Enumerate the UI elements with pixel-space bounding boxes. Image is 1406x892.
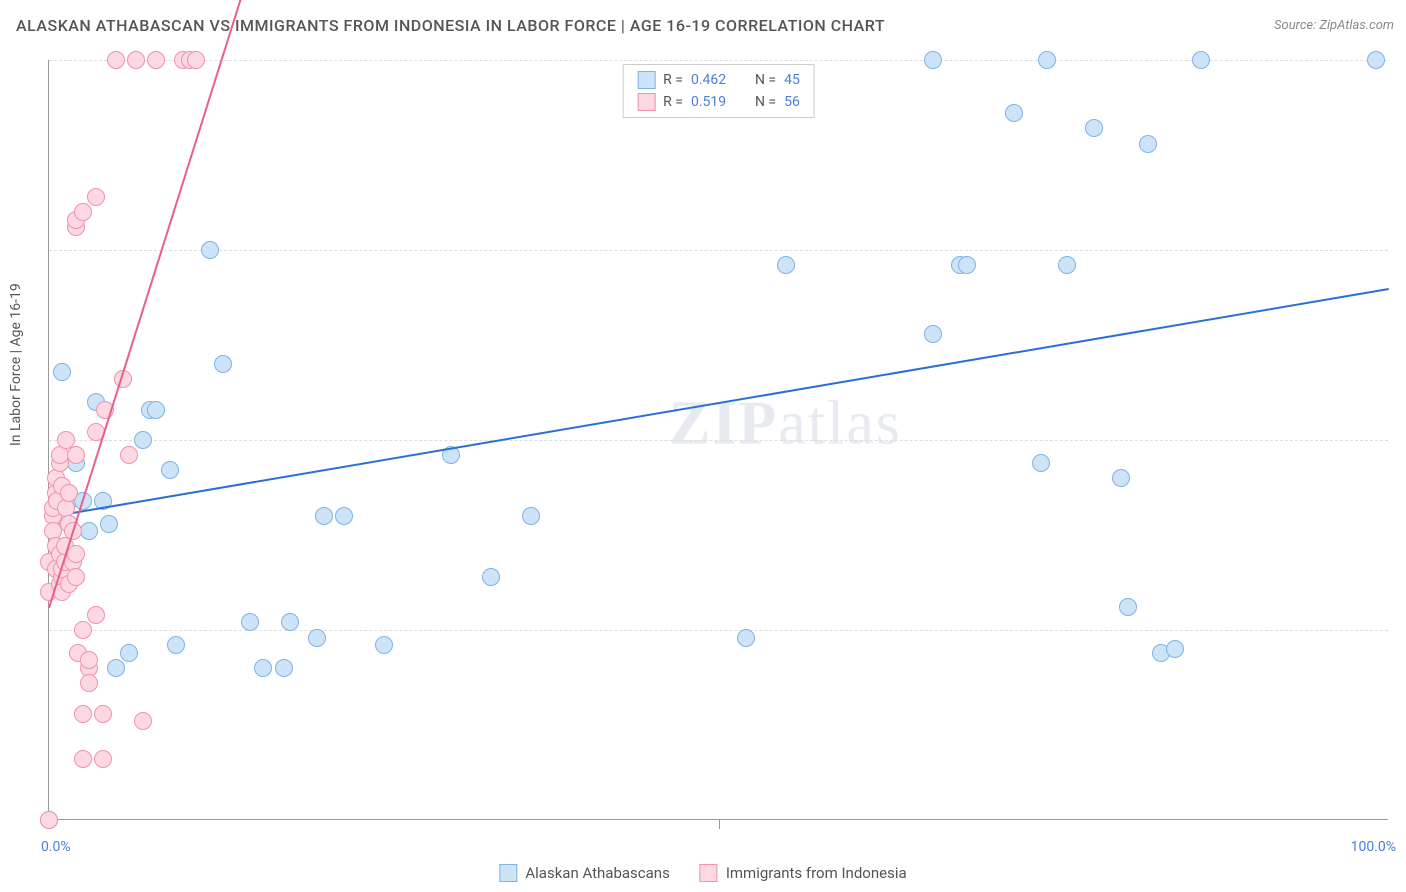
legend-bottom-item: Alaskan Athabascans [499, 864, 669, 882]
legend-n-value: 56 [784, 94, 800, 110]
legend-r-label: R = [663, 94, 683, 110]
data-point [1005, 104, 1023, 122]
data-point [281, 613, 299, 631]
data-point [147, 51, 165, 69]
legend-bottom-item: Immigrants from Indonesia [700, 864, 907, 882]
legend-r-value: 0.462 [691, 72, 735, 88]
data-point [134, 712, 152, 730]
data-point [201, 241, 219, 259]
data-point [1367, 51, 1385, 69]
data-point [335, 507, 353, 525]
data-point [60, 484, 78, 502]
legend-r-label: R = [663, 72, 683, 88]
data-point [214, 355, 232, 373]
data-point [1112, 469, 1130, 487]
data-point [120, 644, 138, 662]
data-point [120, 446, 138, 464]
data-point [67, 446, 85, 464]
legend-n-value: 45 [784, 72, 800, 88]
data-point [80, 522, 98, 540]
legend-swatch [700, 864, 718, 882]
data-point [87, 188, 105, 206]
legend-row: R = 0.519 N = 56 [637, 91, 800, 113]
data-point [1119, 598, 1137, 616]
header: ALASKAN ATHABASCAN VS IMMIGRANTS FROM IN… [0, 0, 1406, 50]
legend-n-label: N = [755, 94, 776, 110]
data-point [74, 203, 92, 221]
data-point [1032, 454, 1050, 472]
data-point [924, 325, 942, 343]
data-point [1038, 51, 1056, 69]
legend-top: R = 0.462 N = 45 R = 0.519 N = 56 [622, 64, 815, 118]
trend-line [48, 0, 251, 608]
data-point [40, 811, 58, 829]
data-point [187, 51, 205, 69]
data-point [147, 401, 165, 419]
data-point [134, 431, 152, 449]
data-point [254, 659, 272, 677]
data-point [107, 51, 125, 69]
data-point [241, 613, 259, 631]
gridline-h [49, 250, 1388, 251]
data-point [737, 629, 755, 647]
legend-label: Alaskan Athabascans [525, 864, 669, 882]
data-point [375, 636, 393, 654]
y-axis-label: In Labor Force | Age 16-19 [8, 283, 24, 446]
data-point [94, 705, 112, 723]
data-point [1166, 640, 1184, 658]
legend-r-value: 0.519 [691, 94, 735, 110]
legend-bottom: Alaskan Athabascans Immigrants from Indon… [499, 864, 906, 882]
legend-swatch [499, 864, 517, 882]
data-point [275, 659, 293, 677]
legend-swatch [637, 71, 655, 89]
data-point [161, 461, 179, 479]
data-point [308, 629, 326, 647]
data-point [87, 606, 105, 624]
gridline-h [49, 60, 1388, 61]
data-point [1139, 135, 1157, 153]
data-point [1058, 256, 1076, 274]
data-point [74, 750, 92, 768]
chart-title: ALASKAN ATHABASCAN VS IMMIGRANTS FROM IN… [16, 16, 885, 35]
x-tick [719, 819, 720, 829]
data-point [777, 256, 795, 274]
legend-swatch [637, 93, 655, 111]
data-point [94, 750, 112, 768]
legend-n-label: N = [755, 72, 776, 88]
data-point [1192, 51, 1210, 69]
legend-row: R = 0.462 N = 45 [637, 69, 800, 91]
data-point [100, 515, 118, 533]
data-point [67, 568, 85, 586]
data-point [315, 507, 333, 525]
trend-line [49, 288, 1389, 518]
data-point [924, 51, 942, 69]
x-axis-label-right: 100.0% [1351, 839, 1396, 855]
chart-area: ZIPatlas 25.0%50.0%75.0%100.0%0.0%100.0%… [48, 60, 1388, 820]
x-axis-label-left: 0.0% [41, 839, 71, 855]
gridline-h [49, 440, 1388, 441]
data-point [1085, 119, 1103, 137]
legend-label: Immigrants from Indonesia [726, 864, 907, 882]
data-point [958, 256, 976, 274]
source-text: Source: ZipAtlas.com [1274, 18, 1394, 33]
data-point [74, 705, 92, 723]
data-point [80, 674, 98, 692]
data-point [167, 636, 185, 654]
data-point [53, 363, 71, 381]
data-point [74, 621, 92, 639]
data-point [482, 568, 500, 586]
data-point [80, 651, 98, 669]
data-point [522, 507, 540, 525]
data-point [107, 659, 125, 677]
data-point [127, 51, 145, 69]
watermark: ZIPatlas [669, 389, 902, 460]
data-point [67, 545, 85, 563]
